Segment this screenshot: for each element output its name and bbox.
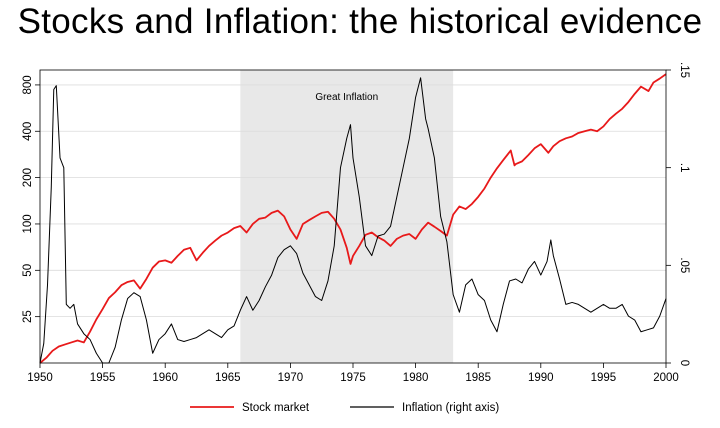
slide-title: Stocks and Inflation: the historical evi… (17, 2, 703, 41)
x-tick-label: 1970 (278, 372, 304, 384)
x-tick-label: 1995 (591, 372, 617, 384)
legend-label: Stock market (242, 402, 310, 414)
shaded-region-great-inflation (240, 70, 454, 363)
y-right-tick-label: .05 (678, 257, 690, 273)
y-right-tick-label: .15 (678, 62, 690, 78)
y-left-tick-label: 50 (22, 264, 34, 277)
series-line-stock-market (39, 73, 667, 364)
annotation-great-inflation: Great Inflation (315, 92, 378, 103)
y-left-tick-label: 25 (22, 310, 34, 323)
plot-background: Great Inflation (39, 70, 667, 364)
y-right-tick-label: 0 (678, 360, 690, 366)
y-left-tick-label: 100 (22, 214, 34, 233)
x-tick-label: 1965 (215, 372, 241, 384)
y-right-tick-label: .1 (678, 163, 690, 173)
series-line-inflation (39, 77, 667, 364)
x-tick-label: 2000 (653, 372, 679, 384)
x-tick-label: 1980 (403, 372, 429, 384)
x-tick-label: 1950 (27, 372, 53, 384)
legend: Stock market Inflation (right axis) (190, 402, 499, 414)
y-left-tick-label: 200 (22, 168, 34, 187)
x-tick-label: 1990 (528, 372, 554, 384)
x-tick-label: 1985 (465, 372, 491, 384)
y-left-tick-label: 400 (22, 122, 34, 141)
x-tick-label: 1975 (340, 372, 366, 384)
y-left-tick-label: 800 (22, 75, 34, 94)
x-tick-label: 1960 (152, 372, 178, 384)
x-tick-label: 1955 (90, 372, 116, 384)
legend-label: Inflation (right axis) (402, 402, 499, 414)
